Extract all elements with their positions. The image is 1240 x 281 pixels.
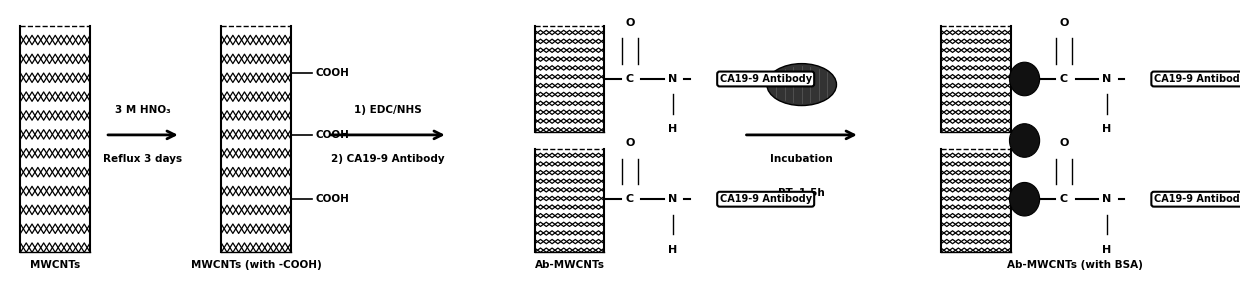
Text: CA19-9 Antibody: CA19-9 Antibody <box>1153 74 1240 84</box>
Text: COOH: COOH <box>315 194 350 204</box>
Text: O: O <box>625 138 635 148</box>
Text: MWCNTs: MWCNTs <box>30 260 81 270</box>
Text: 2) CA19-9 Antibody: 2) CA19-9 Antibody <box>331 155 445 164</box>
Bar <box>941 26 1011 132</box>
Text: CA19-9 Antibody: CA19-9 Antibody <box>719 194 812 204</box>
Text: 1) EDC/NHS: 1) EDC/NHS <box>353 105 422 115</box>
Bar <box>534 149 604 252</box>
Text: O: O <box>1059 18 1069 28</box>
Text: 3 M HNO₃: 3 M HNO₃ <box>115 105 171 115</box>
Text: O: O <box>625 18 635 28</box>
Ellipse shape <box>766 64 837 106</box>
Text: N: N <box>668 74 677 84</box>
Text: CA19-9 Antibody: CA19-9 Antibody <box>719 74 812 84</box>
Text: N: N <box>1102 74 1111 84</box>
Ellipse shape <box>1009 62 1039 96</box>
Text: H: H <box>668 124 677 134</box>
Text: RT, 1.5h: RT, 1.5h <box>779 188 825 198</box>
Text: MWCNTs (with -COOH): MWCNTs (with -COOH) <box>191 260 321 270</box>
Text: COOH: COOH <box>315 68 350 78</box>
Ellipse shape <box>1009 182 1039 216</box>
Text: C: C <box>626 74 634 84</box>
Ellipse shape <box>1009 124 1039 157</box>
Text: Ab-MWCNTs (with BSA): Ab-MWCNTs (with BSA) <box>1007 260 1142 270</box>
Text: N: N <box>668 194 677 204</box>
Bar <box>534 26 604 132</box>
Text: Reflux 3 days: Reflux 3 days <box>103 155 182 164</box>
Text: H: H <box>1102 244 1111 255</box>
Text: Incubation: Incubation <box>770 155 833 164</box>
Text: C: C <box>626 194 634 204</box>
Text: COOH: COOH <box>315 130 350 140</box>
Text: O: O <box>1059 138 1069 148</box>
Text: H: H <box>668 244 677 255</box>
Text: H: H <box>1102 124 1111 134</box>
Bar <box>221 26 291 252</box>
Bar <box>20 26 91 252</box>
Text: C: C <box>1060 74 1068 84</box>
Bar <box>941 149 1011 252</box>
Text: N: N <box>1102 194 1111 204</box>
Text: C: C <box>1060 194 1068 204</box>
Text: Ab-MWCNTs: Ab-MWCNTs <box>534 260 605 270</box>
Text: CA19-9 Antibody: CA19-9 Antibody <box>1153 194 1240 204</box>
